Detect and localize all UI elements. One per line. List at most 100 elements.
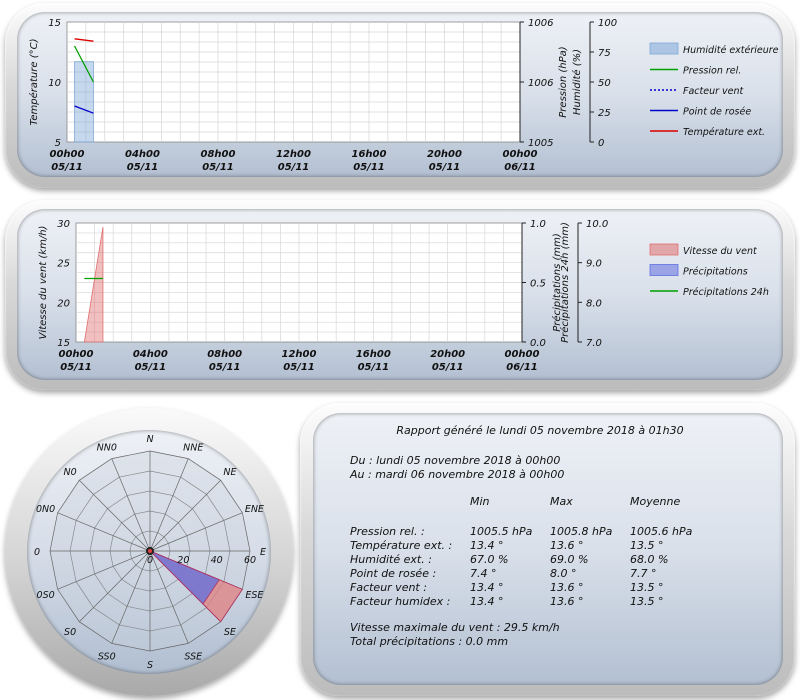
right-axis-2-tick-label: 50 bbox=[598, 78, 611, 89]
x-tick-date: 05/11 bbox=[278, 162, 309, 173]
rose-direction-label: N bbox=[146, 434, 153, 445]
report-row-min: 7.4 ° bbox=[470, 567, 497, 580]
left-axis-label: Vitesse du vent (km/h) bbox=[38, 226, 49, 340]
rose-radial-tick: 0 bbox=[147, 555, 153, 566]
rose-direction-label: NE bbox=[223, 467, 236, 478]
rose-direction-label: SE bbox=[224, 627, 236, 638]
report-row-max: 1005.8 hPa bbox=[550, 525, 613, 538]
rose-spoke bbox=[79, 480, 151, 552]
rose-direction-label: E bbox=[260, 547, 266, 558]
rose-spoke bbox=[57, 550, 151, 590]
report-max-wind: Vitesse maximale du vent : 29.5 km/h bbox=[350, 621, 560, 634]
x-tick-time: 08h00 bbox=[201, 149, 236, 160]
right-axis-2-tick-label: 8.0 bbox=[586, 298, 602, 309]
report-row-avg: 7.7 ° bbox=[630, 567, 657, 580]
report-row-max: 13.6 ° bbox=[550, 595, 584, 608]
report-header-avg: Moyenne bbox=[630, 495, 681, 508]
x-tick-time: 08h00 bbox=[207, 349, 242, 360]
x-tick-time: 04h00 bbox=[125, 149, 160, 160]
right-axis-2-tick-label: 0 bbox=[598, 138, 604, 149]
wind-rose-frame bbox=[5, 408, 293, 696]
legend-swatch bbox=[649, 243, 679, 256]
rose-spoke bbox=[149, 480, 221, 552]
rose-petal bbox=[149, 550, 220, 605]
x-tick-date: 05/11 bbox=[127, 162, 158, 173]
rose-direction-label: SS0 bbox=[98, 651, 116, 662]
x-tick-time: 16h00 bbox=[356, 349, 391, 360]
x-tick-time: 00h00 bbox=[50, 149, 85, 160]
report-row-min: 1005.5 hPa bbox=[470, 525, 533, 538]
rose-direction-label: ESE bbox=[245, 590, 263, 601]
report-row-min: 13.4 ° bbox=[470, 539, 504, 552]
legend-label: Précipitations bbox=[683, 267, 748, 278]
rose-direction-label: NNE bbox=[183, 443, 203, 454]
x-tick-time: 16h00 bbox=[352, 149, 387, 160]
report-title: Rapport généré le lundi 05 novembre 2018… bbox=[396, 424, 684, 437]
rose-radial-tick: 20 bbox=[177, 555, 189, 566]
rose-direction-label: N0 bbox=[64, 467, 77, 478]
x-tick-date: 05/11 bbox=[283, 362, 314, 373]
rose-direction-label: S bbox=[147, 660, 153, 671]
x-tick-date: 05/11 bbox=[432, 362, 463, 373]
x-tick-time: 00h00 bbox=[503, 149, 538, 160]
report-row-max: 13.6 ° bbox=[550, 581, 584, 594]
right-axis-2-label: Humidité (%) bbox=[571, 49, 583, 115]
x-tick-date: 05/11 bbox=[202, 162, 233, 173]
right-axis-1-tick-label: 1005 bbox=[528, 138, 553, 149]
report-row-label: Facteur humidex : bbox=[350, 595, 451, 608]
report-panel bbox=[313, 413, 783, 685]
report-row-min: 13.4 ° bbox=[470, 595, 504, 608]
x-tick-time: 20h00 bbox=[427, 149, 462, 160]
rose-direction-label: 0S0 bbox=[37, 590, 55, 601]
right-axis-1-tick-label: 0.5 bbox=[530, 279, 546, 290]
report-total-rain: Total précipitations : 0.0 mm bbox=[350, 635, 509, 648]
series-area bbox=[74, 61, 94, 143]
rose-spoke bbox=[57, 512, 151, 552]
report-row-max: 69.0 % bbox=[550, 553, 589, 566]
report-row-max: 8.0 ° bbox=[550, 567, 577, 580]
rose-spoke bbox=[149, 512, 243, 552]
right-axis-1-label: Pression (hPa) bbox=[558, 46, 569, 117]
rose-direction-label: 0N0 bbox=[36, 504, 55, 515]
legend-label: Température ext. bbox=[683, 127, 765, 138]
rose-spoke bbox=[111, 550, 151, 644]
right-axis-2-tick-label: 7.0 bbox=[586, 338, 602, 349]
right-axis-2-tick-label: 9.0 bbox=[586, 259, 602, 270]
left-axis-label: Température (°C) bbox=[28, 39, 40, 126]
series-line bbox=[74, 38, 94, 42]
x-tick-date: 05/11 bbox=[51, 162, 82, 173]
right-axis-1-tick-label: 1006 bbox=[528, 78, 553, 89]
legend-swatch bbox=[649, 42, 679, 55]
left-tick-label: 10 bbox=[48, 78, 61, 89]
rose-direction-label: SSE bbox=[184, 651, 202, 662]
left-tick-label: 5 bbox=[55, 138, 61, 149]
rose-center-dot bbox=[148, 549, 152, 553]
report-row-avg: 68.0 % bbox=[630, 553, 669, 566]
report-header-max: Max bbox=[550, 495, 573, 508]
legend-label: Vitesse du vent bbox=[683, 246, 758, 257]
report-row-avg: 13.5 ° bbox=[630, 595, 664, 608]
series-line bbox=[73, 45, 95, 83]
report-row-label: Facteur vent : bbox=[350, 581, 427, 594]
right-axis-1-tick-label: 0.0 bbox=[530, 338, 546, 349]
left-tick-label: 25 bbox=[57, 259, 70, 270]
report: Rapport généré le lundi 05 novembre 2018… bbox=[350, 424, 750, 664]
legend-label: Précipitations 24h bbox=[683, 287, 769, 298]
rose-direction-label: 0 bbox=[34, 547, 40, 558]
right-axis-2-tick-label: 75 bbox=[598, 48, 611, 59]
report-row-label: Point de rosée : bbox=[350, 567, 437, 580]
x-tick-time: 12h00 bbox=[276, 149, 311, 160]
right-axis-1-label: Précipitations (mm) bbox=[551, 233, 563, 332]
rose-direction-label: ENE bbox=[245, 504, 264, 515]
x-tick-date: 06/11 bbox=[506, 362, 537, 373]
report-row-label: Humidité ext. : bbox=[350, 553, 432, 566]
x-tick-date: 06/11 bbox=[504, 162, 535, 173]
legend-label: Humidité extérieure bbox=[683, 45, 779, 56]
series-line bbox=[74, 105, 94, 114]
x-tick-date: 05/11 bbox=[358, 362, 389, 373]
report-header-min: Min bbox=[470, 495, 490, 508]
report-row-label: Température ext. : bbox=[350, 539, 453, 552]
left-tick-label: 15 bbox=[57, 338, 70, 349]
rose-radial-tick: 40 bbox=[211, 555, 223, 566]
